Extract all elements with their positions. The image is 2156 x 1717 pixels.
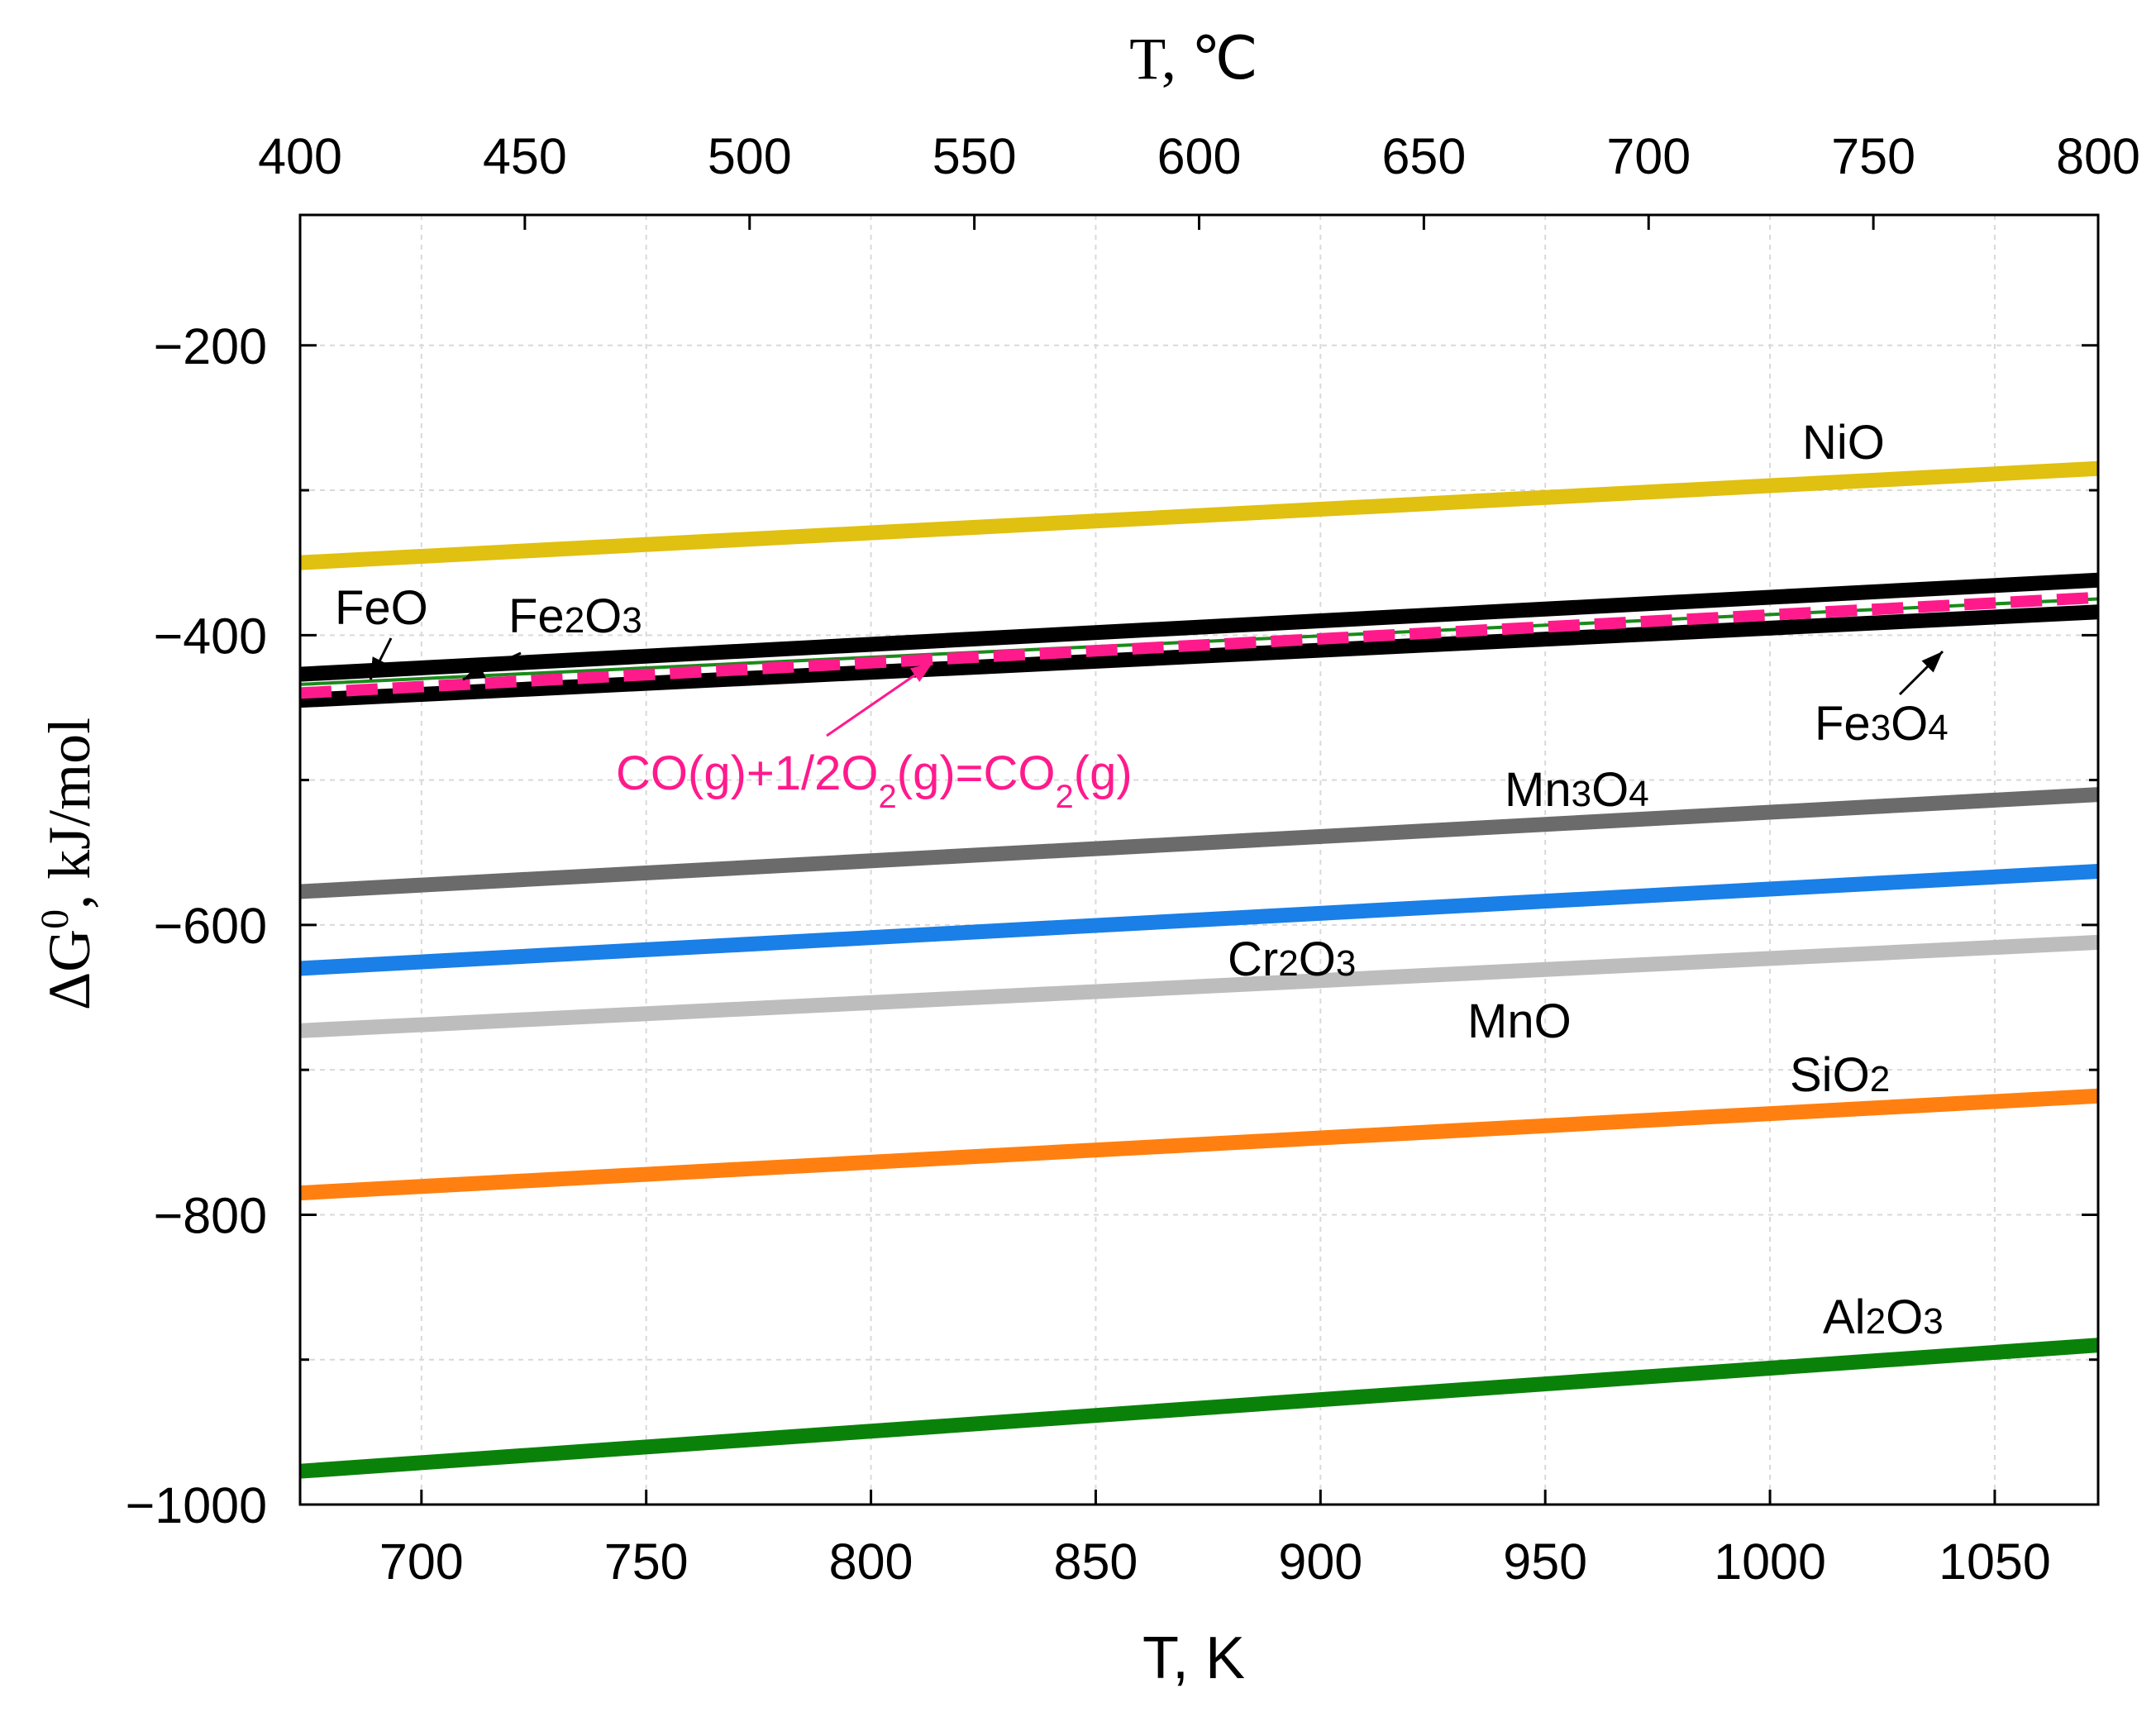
- x-tick-label: 800: [829, 1533, 913, 1590]
- x-axis-title: T, K: [1142, 1625, 1245, 1691]
- series-label-part: Fe: [1815, 697, 1871, 751]
- series-label-part: SiO: [1790, 1048, 1870, 1102]
- series-label-part: NiO: [1802, 416, 1885, 470]
- x-tick-label: 900: [1278, 1533, 1362, 1590]
- series-label-part: O: [1591, 763, 1629, 817]
- series-label-part: 3: [1923, 1301, 1943, 1342]
- feo-arrow-head: [370, 656, 388, 680]
- series-label-al2o3: Al2O3: [1823, 1290, 1944, 1344]
- series-label-part: 3: [1871, 708, 1891, 748]
- series-label-part: O: [584, 589, 622, 643]
- series-line-feo: [299, 572, 2099, 682]
- top-tick-label: 450: [483, 128, 567, 184]
- top-tick-label: 500: [708, 128, 792, 184]
- co-arrow-head: [909, 663, 933, 682]
- series-line-co-g-1-2o2-g-co2-g: [299, 591, 2099, 699]
- series-label-part: 2: [1056, 779, 1074, 815]
- top-tick-label: 750: [1831, 128, 1915, 184]
- series-label-part: 2: [1866, 1301, 1886, 1342]
- top-tick-label: 700: [1606, 128, 1691, 184]
- y-tick-label: −600: [154, 898, 267, 954]
- series-label-part: 2: [1278, 943, 1298, 984]
- series-line-fe3o4: [299, 604, 2099, 708]
- series-label-part: 4: [1629, 774, 1648, 814]
- series-label-part: (g)=CO: [897, 746, 1056, 800]
- fe2o3-arrow-head: [463, 663, 486, 680]
- y-axis-title: ΔG0, kJ/mol: [33, 718, 103, 1010]
- series-label-part: Cr: [1228, 932, 1278, 986]
- series-label-part: Al: [1823, 1290, 1866, 1344]
- series-label-part: 3: [1572, 774, 1591, 814]
- series-label-part: O: [1886, 1290, 1923, 1344]
- top-tick-label: 800: [2056, 128, 2140, 184]
- series-label-cr2o3: Cr2O3: [1228, 932, 1356, 986]
- x-tick-label: 850: [1054, 1533, 1138, 1590]
- series-label-part: Fe: [508, 589, 565, 643]
- series-label-part: 3: [622, 600, 642, 641]
- x-tick-label: 1000: [1714, 1533, 1826, 1590]
- top-axis-title: T, ℃: [1129, 26, 1258, 92]
- series-line-cr2o3: [299, 864, 2099, 976]
- series-label-fe2o3: Fe2O3: [508, 589, 642, 643]
- x-tick-label: 950: [1503, 1533, 1587, 1590]
- series-line-mn3o4: [299, 787, 2099, 899]
- series-label-part: 2: [879, 779, 897, 815]
- series-line-nio: [299, 460, 2099, 570]
- series-label-part: 3: [1336, 943, 1356, 984]
- series-label-part: 4: [1928, 708, 1948, 748]
- series-lines: [299, 460, 2099, 1479]
- series-label-part: Mn: [1505, 763, 1572, 817]
- x-tick-label: 1050: [1939, 1533, 2051, 1590]
- series-label-part: FeO: [335, 581, 428, 635]
- x-tick-label: 750: [604, 1533, 689, 1590]
- series-label-part: O: [1299, 932, 1336, 986]
- series-line-sio2: [299, 1088, 2099, 1201]
- series-label-part: MnO: [1467, 994, 1572, 1048]
- series-label-part: (g): [1074, 746, 1133, 800]
- series-label-nio: NiO: [1802, 416, 1885, 470]
- series-label-mno: MnO: [1467, 994, 1572, 1048]
- y-tick-label: −400: [154, 608, 267, 664]
- y-tick-label: −800: [154, 1187, 267, 1243]
- series-label-feo: FeO: [335, 581, 428, 635]
- y-tick-label: −200: [154, 318, 267, 374]
- top-tick-label: 650: [1381, 128, 1466, 184]
- axis-titles: T, K T, ℃ ΔG0, kJ/mol: [33, 26, 1258, 1691]
- y-axis-title-base: ΔG: [36, 929, 103, 1010]
- series-label-mn3o4: Mn3O4: [1505, 763, 1649, 817]
- fe3o4-arrow-head: [1921, 651, 1943, 673]
- series-label-part: O: [1891, 697, 1928, 751]
- top-tick-label: 400: [258, 128, 342, 184]
- y-axis-title-rest: , kJ/mol: [36, 718, 103, 909]
- axis-ticks: 700 750 800 850 900 950 1000 1050 400 450 500 550 60…: [126, 128, 2140, 1590]
- series-label-sio2: SiO2: [1790, 1048, 1890, 1102]
- series-label-part: CO(g)+1/2O: [616, 746, 879, 800]
- y-tick-label: −1000: [126, 1477, 267, 1533]
- x-tick-label: 700: [379, 1533, 464, 1590]
- top-tick-label: 550: [933, 128, 1017, 184]
- series-label-part: 2: [1870, 1059, 1890, 1099]
- series-line-mno: [299, 934, 2099, 1038]
- series-label-co-g-1-2o2-g-co2-g: CO(g)+1/2O2(g)=CO2(g): [616, 746, 1133, 815]
- y-axis-title-sup: 0: [33, 909, 77, 929]
- series-label-part: 2: [565, 600, 584, 641]
- series-label-fe3o4: Fe3O4: [1815, 697, 1949, 751]
- top-tick-label: 600: [1157, 128, 1242, 184]
- series-line-al2o3: [299, 1338, 2099, 1479]
